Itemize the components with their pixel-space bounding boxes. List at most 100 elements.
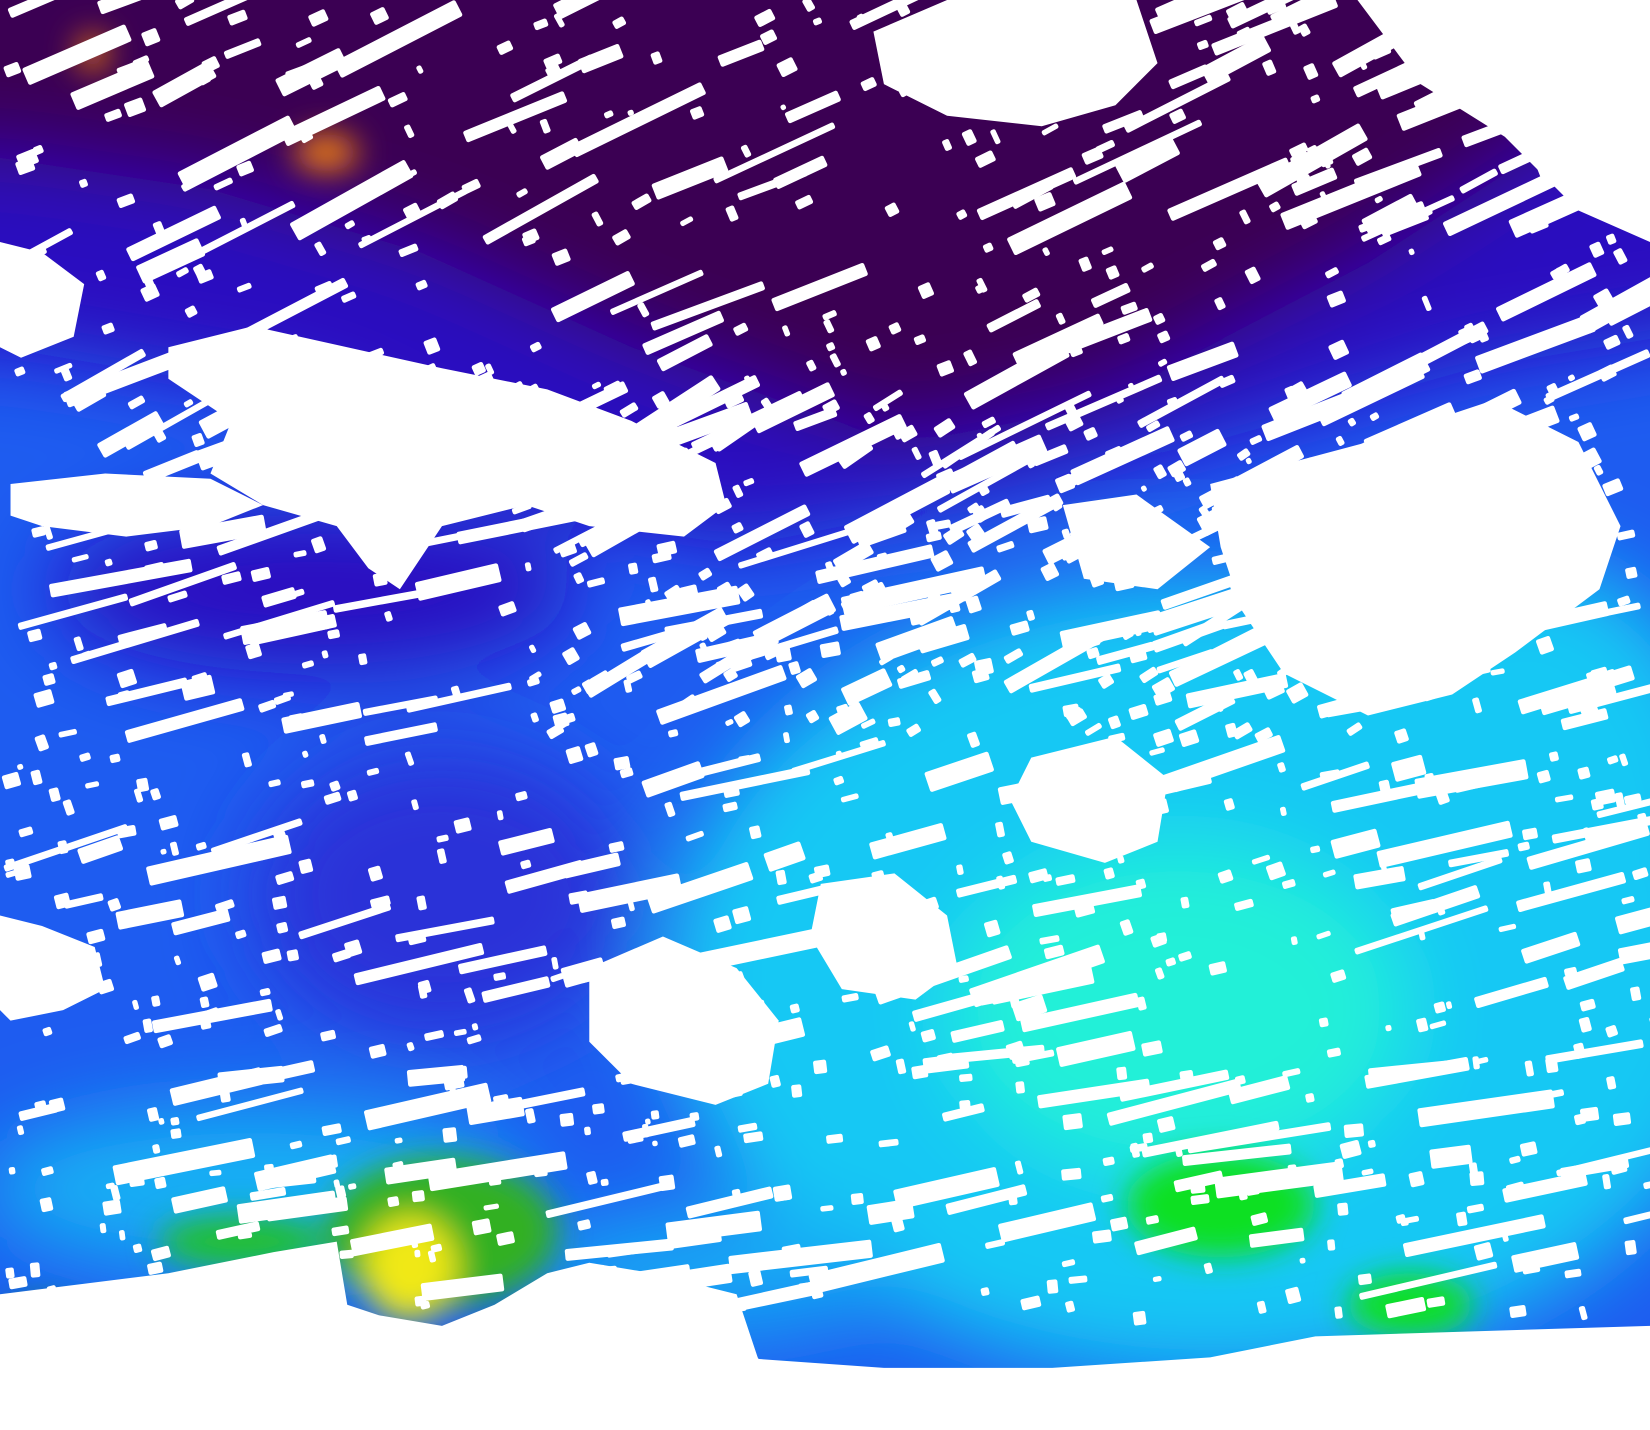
cloud-speck: [1351, 442, 1372, 461]
cloud-speck: [600, 1178, 609, 1187]
cloud-streak: [1096, 641, 1155, 665]
cloud-speck: [645, 599, 654, 611]
cloud-speck: [151, 425, 167, 443]
cloud-streak: [679, 765, 811, 801]
cloud-speck: [1141, 262, 1154, 273]
cloud-speck: [496, 40, 514, 55]
cloud-speck: [358, 653, 368, 666]
cloud-speck: [835, 894, 851, 910]
cloud-speck: [591, 211, 604, 227]
cloud-speck: [738, 755, 751, 763]
cloud-streak: [198, 396, 255, 439]
cloud-speck: [453, 1028, 467, 1037]
cloud-speck: [1326, 290, 1346, 308]
cloud-speck: [329, 780, 341, 792]
cloud-speck: [1008, 17, 1025, 33]
cloud-streak: [105, 677, 189, 707]
cloud-speck: [290, 1289, 301, 1305]
cloud-speck: [368, 1043, 387, 1059]
cloud-speck: [1578, 1016, 1592, 1033]
cloud-streak: [641, 761, 705, 798]
cloud-speck: [840, 793, 859, 803]
orange-hotspot: [294, 133, 358, 172]
cloud-speck: [1394, 728, 1409, 744]
cloud-speck: [813, 1059, 828, 1075]
cloud-speck: [505, 119, 517, 134]
cloud-speck: [1614, 792, 1625, 808]
cloud-speck: [1277, 762, 1286, 773]
cloud-speck: [1456, 1211, 1468, 1227]
cloud-speck: [782, 325, 791, 337]
cloud-speck: [104, 108, 122, 122]
cloud-speck: [1369, 412, 1380, 421]
cloud-speck: [17, 763, 24, 770]
cloud-streak: [1227, 0, 1325, 29]
cloud-streak: [1330, 828, 1381, 859]
cloud-streak: [562, 852, 621, 879]
cloud-streak: [728, 1239, 873, 1275]
cloud-speck: [1194, 14, 1213, 27]
cloud-speck: [1337, 1202, 1349, 1216]
cloud-streak: [249, 1187, 287, 1201]
cloud-speck: [1223, 798, 1235, 811]
cloud-speck: [453, 817, 472, 834]
cloud-speck: [958, 975, 969, 983]
cloud-speck: [597, 1265, 618, 1278]
cloud-speck: [1157, 1116, 1176, 1133]
cloud-streak: [1488, 41, 1533, 68]
cloud-speck: [1545, 1057, 1559, 1074]
cloud-streak: [482, 173, 599, 245]
cloud-speck: [1290, 936, 1298, 946]
cloud-speck: [1517, 841, 1530, 852]
cloud-streak: [1552, 44, 1624, 90]
cloud-speck: [263, 1024, 283, 1037]
cloud-streak: [763, 841, 806, 872]
cloud-speck: [1089, 800, 1106, 812]
cloud-speck: [1110, 1216, 1129, 1232]
cloud-streak: [540, 137, 583, 170]
cloud-streak: [657, 1263, 733, 1294]
cloud-streak: [1413, 86, 1451, 114]
cloud-speck: [974, 657, 994, 677]
cloud-speck: [1042, 247, 1050, 257]
cloud-streak: [97, 0, 190, 15]
cloud-speck: [487, 474, 510, 494]
cloud-speck: [1077, 23, 1093, 41]
cloud-speck: [892, 426, 907, 440]
cloud-speck: [897, 4, 911, 17]
cloud-streak: [128, 562, 237, 607]
cloud-speck: [471, 361, 486, 376]
cloud-streak: [737, 168, 808, 201]
cloud-streak: [1361, 193, 1420, 237]
cloud-streak: [620, 971, 745, 1024]
cloud-streak: [420, 1273, 505, 1301]
cloud-speck: [1254, 727, 1273, 743]
cloud-speck: [1580, 704, 1600, 721]
cloud-speck: [54, 362, 73, 374]
cloud-streak: [1177, 428, 1227, 467]
cloud-speck: [1319, 769, 1341, 782]
cloud-speck: [959, 1099, 971, 1110]
cloud-speck: [1445, 1001, 1453, 1010]
cloud-streak: [998, 1202, 1097, 1243]
cloud-speck: [1464, 322, 1475, 333]
cloud-speck: [1339, 1139, 1362, 1159]
cloud-speck: [1368, 671, 1380, 683]
cloud-speck: [140, 428, 149, 436]
cloud-speck: [1347, 417, 1357, 427]
cloud-speck: [416, 895, 427, 911]
cloud-speck: [543, 53, 563, 69]
purple-region: [0, 0, 1650, 442]
cloud-speck: [558, 718, 569, 729]
cloud-speck: [1490, 398, 1499, 408]
cloud-speck: [577, 1219, 591, 1231]
cloud-speck: [41, 1166, 54, 1176]
cloud-speck: [344, 220, 355, 230]
cloud-speck: [1277, 668, 1288, 679]
cloud-streak: [921, 424, 1002, 479]
cloud-streak: [1115, 136, 1180, 183]
cloud-speck: [1357, 1273, 1372, 1286]
cloud-speck: [723, 667, 738, 683]
cloud-speck: [1117, 333, 1131, 345]
cloud-speck: [388, 481, 400, 492]
